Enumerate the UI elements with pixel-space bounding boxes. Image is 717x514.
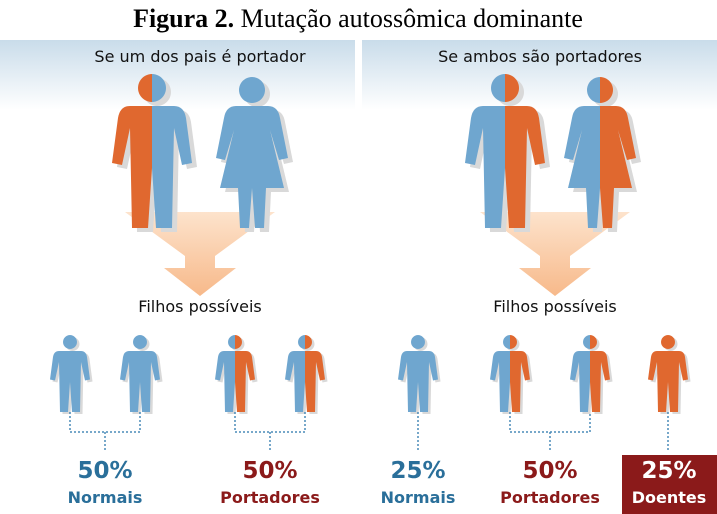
- percent: 25%: [390, 458, 445, 484]
- funnel-arrow: [125, 212, 275, 296]
- person-figure: [570, 335, 613, 414]
- group-label: Normais: [68, 488, 143, 507]
- children-label: Filhos possíveis: [493, 297, 616, 316]
- funnel-arrow: [480, 212, 630, 296]
- percent: 50%: [522, 458, 577, 484]
- group-label: Portadores: [500, 488, 600, 507]
- person-figure: [120, 335, 163, 414]
- panel-heading: Se ambos são portadores: [438, 47, 642, 66]
- group-label: Normais: [381, 488, 456, 507]
- people: [50, 74, 691, 414]
- panel-heading: Se um dos pais é portador: [94, 47, 306, 66]
- bracket: [234, 412, 306, 452]
- person-figure: [215, 335, 258, 414]
- figure-title: Figura 2. Mutação autossômica dominante: [133, 4, 583, 33]
- person-figure: [648, 335, 691, 414]
- percent: 50%: [77, 458, 132, 484]
- highlight-box: [622, 455, 717, 514]
- bracket: [69, 412, 141, 452]
- figure-number: Figura 2.: [133, 4, 234, 33]
- panel-backdrop: [362, 40, 717, 110]
- panel-backdrop: [0, 40, 355, 110]
- person-figure: [285, 335, 328, 414]
- figure-caption: Mutação autossômica dominante: [241, 4, 583, 33]
- bracket: [509, 412, 591, 452]
- person-figure: [50, 335, 93, 414]
- person-figure: [398, 335, 441, 414]
- percent: 25%: [641, 458, 696, 484]
- group-label: Doentes: [632, 488, 707, 507]
- children-label: Filhos possíveis: [138, 297, 261, 316]
- percent: 50%: [242, 458, 297, 484]
- group-label: Portadores: [220, 488, 320, 507]
- person-figure: [490, 335, 533, 414]
